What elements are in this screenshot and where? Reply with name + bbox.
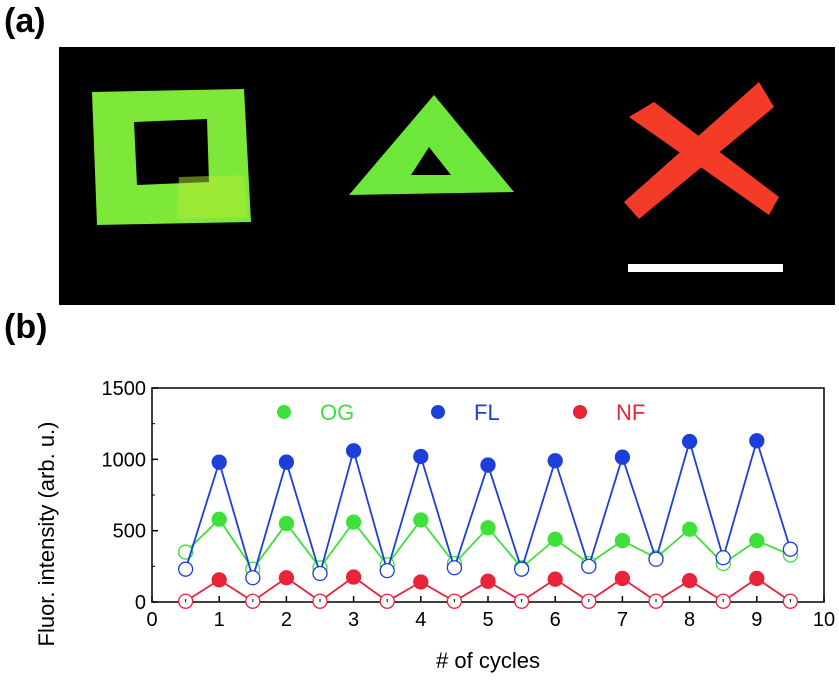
legend-label: OG <box>320 400 354 425</box>
data-point <box>345 443 362 459</box>
y-axis-label: Fluor. intensity (arb. u.) <box>34 422 59 647</box>
data-point <box>413 448 429 465</box>
legend-item-fl: FL <box>431 400 500 425</box>
data-point <box>413 512 429 528</box>
data-point <box>749 533 765 549</box>
data-point <box>413 574 429 590</box>
data-point <box>715 550 731 566</box>
panel-b-label: (b) <box>4 308 48 346</box>
x-tick-label: 2 <box>281 609 292 631</box>
legend-item-og: OG <box>277 400 354 425</box>
legend-marker <box>431 405 445 419</box>
x-tick-label: 7 <box>617 609 628 631</box>
x-tick-label: 6 <box>550 609 561 631</box>
scale-bar <box>628 264 783 272</box>
data-point <box>581 558 597 574</box>
y-tick-label: 500 <box>113 521 146 543</box>
x-tick-label: 1 <box>214 609 225 631</box>
data-point <box>379 562 395 579</box>
data-point <box>614 570 631 587</box>
data-point <box>278 454 295 470</box>
series-fl <box>177 433 799 586</box>
data-point <box>547 571 563 587</box>
legend-label: FL <box>474 400 500 425</box>
data-point <box>278 515 295 532</box>
panel-a-label: (a) <box>4 2 46 40</box>
data-point <box>681 433 698 450</box>
data-point <box>513 561 530 577</box>
data-point <box>211 572 227 588</box>
x-tick-label: 4 <box>415 609 426 631</box>
x-tick-label: 3 <box>348 609 359 631</box>
data-point <box>312 565 328 582</box>
data-point <box>749 433 765 449</box>
data-point <box>547 453 563 469</box>
data-point <box>278 570 295 586</box>
data-point <box>446 560 463 576</box>
series-og <box>177 511 799 577</box>
data-point <box>245 570 261 586</box>
x-mark-shape <box>624 82 779 219</box>
y-tick-label: 1000 <box>102 449 147 471</box>
x-tick-label: 10 <box>813 609 835 631</box>
y-tick-label: 1500 <box>102 378 147 400</box>
data-point <box>345 514 362 530</box>
data-point <box>614 533 631 549</box>
triangle-ring-shape <box>349 95 514 195</box>
data-point <box>480 520 496 536</box>
legend-label: NF <box>616 400 645 425</box>
x-tick-label: 5 <box>482 609 493 631</box>
data-point <box>547 531 563 547</box>
series-nf <box>177 569 799 609</box>
data-point <box>211 511 227 527</box>
x-axis-label: # of cycles <box>436 648 540 673</box>
x-tick-label: 8 <box>684 609 695 631</box>
data-point <box>211 454 227 470</box>
y-tick-label: 0 <box>135 592 146 614</box>
x-tick-label: 9 <box>751 609 762 631</box>
data-point <box>749 570 765 587</box>
square-ring-highlight <box>177 175 247 219</box>
data-point <box>177 561 194 577</box>
data-point <box>480 573 496 589</box>
data-point <box>681 572 698 589</box>
data-point <box>782 541 799 557</box>
legend-item-nf: NF <box>573 400 645 425</box>
data-point <box>345 569 362 585</box>
legend-marker <box>277 405 291 419</box>
data-point <box>648 551 664 567</box>
data-point <box>614 449 631 465</box>
fluorescence-image <box>59 47 835 305</box>
cycle-intensity-chart: 0 1 2 3 4 5 6 7 8 9 10 0 500 1000 1500 OG FL NF # of cyc… <box>34 378 835 673</box>
data-point <box>480 457 496 473</box>
data-point <box>681 521 698 537</box>
x-tick-label: 0 <box>146 609 157 631</box>
legend-marker <box>573 405 587 419</box>
